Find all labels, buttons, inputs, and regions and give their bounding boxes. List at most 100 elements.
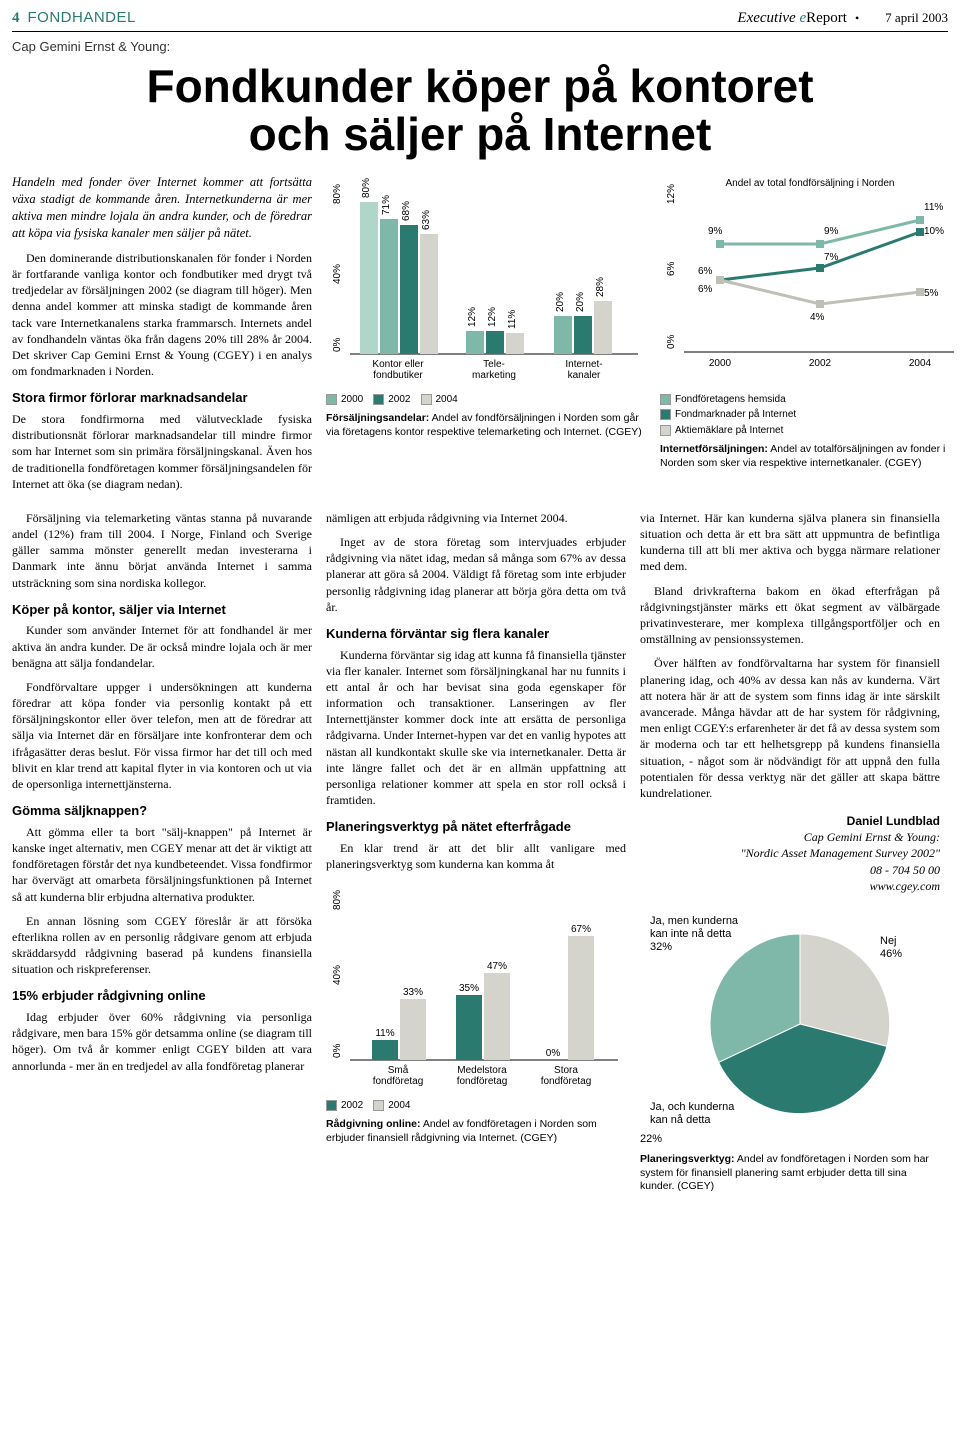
svg-text:12%: 12% <box>487 307 498 327</box>
body-paragraph: Fondförvaltare uppger i undersökningen a… <box>12 679 312 792</box>
subhead: Gömma säljknappen? <box>12 802 312 820</box>
author-org: Cap Gemini Ernst & Young: <box>640 829 940 845</box>
svg-text:4%: 4% <box>810 312 825 323</box>
svg-text:7%: 7% <box>824 252 839 263</box>
main-headline: Fondkunder köper på kontoret och säljer … <box>12 62 948 159</box>
svg-text:33%: 33% <box>403 987 423 998</box>
issue-date: 7 april 2003 <box>885 9 948 27</box>
body-paragraph: Kunderna förväntar sig idag att kunna få… <box>326 647 626 809</box>
svg-text:12%: 12% <box>666 184 677 204</box>
svg-text:68%: 68% <box>401 201 412 221</box>
body-paragraph: Idag erbjuder över 60% rådgivning via pe… <box>12 1009 312 1074</box>
bar-group-kontor: 80% 71% 68% 63% <box>360 178 438 354</box>
svg-text:47%: 47% <box>487 961 507 972</box>
svg-text:10%: 10% <box>924 226 944 237</box>
body-paragraph: Kunder som använder Internet för att fon… <box>12 622 312 671</box>
bar-chart-svg: 80% 40% 0% 80% 71% 68% 63% 12% 12% 11% 2… <box>326 174 646 384</box>
svg-text:28%: 28% <box>595 277 606 297</box>
body-paragraph: De stora fondfirmorna med välutvecklade … <box>12 411 312 492</box>
svg-text:6%: 6% <box>698 266 713 277</box>
middle-column: nämligen att erbjuda rådgivning via Inte… <box>326 510 626 1194</box>
svg-text:6%: 6% <box>698 284 713 295</box>
body-paragraph: Inget av de stora företag som intervjuad… <box>326 534 626 615</box>
intro-column: Handeln med fonder över Internet kommer … <box>12 174 312 499</box>
svg-text:71%: 71% <box>381 195 392 215</box>
body-paragraph: En annan lösning som CGEY föreslår är at… <box>12 913 312 978</box>
author-byline: Daniel Lundblad Cap Gemini Ernst & Young… <box>640 813 940 894</box>
svg-text:9%: 9% <box>824 226 839 237</box>
svg-text:Ja, och kunderna: Ja, och kunderna <box>650 1101 735 1113</box>
body-paragraph: Att gömma eller ta bort "sälj-knappen" p… <box>12 824 312 905</box>
internet-sales-line-chart: Andel av total fondförsäljning i Norden … <box>660 174 960 499</box>
svg-text:0%: 0% <box>332 1044 343 1059</box>
svg-text:marketing: marketing <box>472 370 516 381</box>
svg-text:0%: 0% <box>546 1048 561 1059</box>
author-phone: 08 - 704 50 00 <box>640 862 940 878</box>
svg-text:0%: 0% <box>332 338 343 353</box>
pie-chart-svg: Nej 46% Ja, men kunderna kan inte nå det… <box>640 904 940 1134</box>
svg-text:fondföretag: fondföretag <box>457 1076 508 1087</box>
body-paragraph: via Internet. Här kan kunderna själva pl… <box>640 510 940 575</box>
svg-text:fondbutiker: fondbutiker <box>373 370 423 381</box>
svg-text:Små: Små <box>388 1064 409 1076</box>
right-column: via Internet. Här kan kunderna själva pl… <box>640 510 940 1194</box>
bar-chart-legend: 2000 2002 2004 <box>326 393 646 407</box>
body-paragraph: En klar trend är att det blir allt vanli… <box>326 840 626 872</box>
chart-caption: Internetförsäljningen: Andel av totalför… <box>660 443 960 470</box>
bar-group-internet: 20% 20% 28% <box>554 277 612 354</box>
bar-group-large: 0% 67% <box>546 924 594 1060</box>
svg-text:Andel av total fondförsäljning: Andel av total fondförsäljning i Norden <box>726 178 895 189</box>
subhead: 15% erbjuder rådgivning online <box>12 987 312 1005</box>
page-header: 4 FONDHANDEL Executive eReport • 7 april… <box>12 8 948 32</box>
svg-text:32%: 32% <box>650 941 672 953</box>
pie-slice-label: 22% <box>640 1132 940 1147</box>
svg-text:46%: 46% <box>880 948 902 960</box>
bullet-sep: • <box>855 10 859 26</box>
svg-text:5%: 5% <box>924 288 939 299</box>
svg-text:11%: 11% <box>375 1028 394 1039</box>
chart-caption: Planeringsverktyg: Andel av fondföretage… <box>640 1153 940 1194</box>
svg-text:Nej: Nej <box>880 935 897 947</box>
svg-text:12%: 12% <box>467 307 478 327</box>
chart-caption: Försäljningsandelar: Andel av fondförsäl… <box>326 412 646 439</box>
author-name: Daniel Lundblad <box>640 813 940 829</box>
svg-text:20%: 20% <box>555 292 566 312</box>
svg-text:80%: 80% <box>332 890 343 910</box>
body-paragraph: Över hälften av fondförvaltarna har syst… <box>640 655 940 801</box>
bar-group-medium: 35% 47% <box>456 961 510 1060</box>
bar-group-small: 11% 33% <box>372 987 426 1060</box>
intro-paragraph: Handeln med fonder över Internet kommer … <box>12 174 312 242</box>
svg-text:67%: 67% <box>571 924 591 935</box>
svg-text:Internet-: Internet- <box>565 359 602 370</box>
body-paragraph: Försäljning via telemarketing väntas sta… <box>12 510 312 591</box>
svg-text:40%: 40% <box>332 264 343 284</box>
svg-text:9%: 9% <box>708 226 723 237</box>
svg-text:0%: 0% <box>666 335 677 350</box>
svg-text:Kontor eller: Kontor eller <box>372 359 424 370</box>
svg-text:11%: 11% <box>924 202 943 213</box>
svg-text:35%: 35% <box>459 983 479 994</box>
study-name: "Nordic Asset Management Survey 2002" <box>640 845 940 861</box>
publication-name: Executive eReport <box>737 8 847 28</box>
svg-text:20%: 20% <box>575 292 586 312</box>
svg-text:6%: 6% <box>666 262 677 277</box>
bar-chart-legend: 2002 2004 <box>326 1099 626 1113</box>
line-chart-legend: Fondföretagens hemsida Fondmarknader på … <box>660 393 960 438</box>
svg-text:kan inte nå detta: kan inte nå detta <box>650 928 732 940</box>
svg-text:kan nå detta: kan nå detta <box>650 1114 711 1126</box>
section-name: FONDHANDEL <box>28 8 136 28</box>
subhead: Kunderna förväntar sig flera kanaler <box>326 625 626 643</box>
svg-text:kanaler: kanaler <box>568 370 601 381</box>
body-paragraph: Bland drivkrafterna bakom en ökad efterf… <box>640 583 940 648</box>
svg-text:fondföretag: fondföretag <box>373 1076 424 1087</box>
svg-text:40%: 40% <box>332 965 343 985</box>
subhead: Stora firmor förlorar marknadsandelar <box>12 389 312 407</box>
svg-text:80%: 80% <box>361 178 372 198</box>
svg-text:Medelstora: Medelstora <box>457 1065 507 1076</box>
sales-share-bar-chart: 80% 40% 0% 80% 71% 68% 63% 12% 12% 11% 2… <box>326 174 646 499</box>
svg-text:2002: 2002 <box>809 358 832 369</box>
bar-chart-svg: 80% 40% 0% 11% 33% 35% 47% 0% 67% Små <box>326 880 626 1090</box>
svg-text:Stora: Stora <box>554 1065 578 1076</box>
kicker: Cap Gemini Ernst & Young: <box>12 38 948 56</box>
body-paragraph: nämligen att erbjuda rådgivning via Inte… <box>326 510 626 526</box>
